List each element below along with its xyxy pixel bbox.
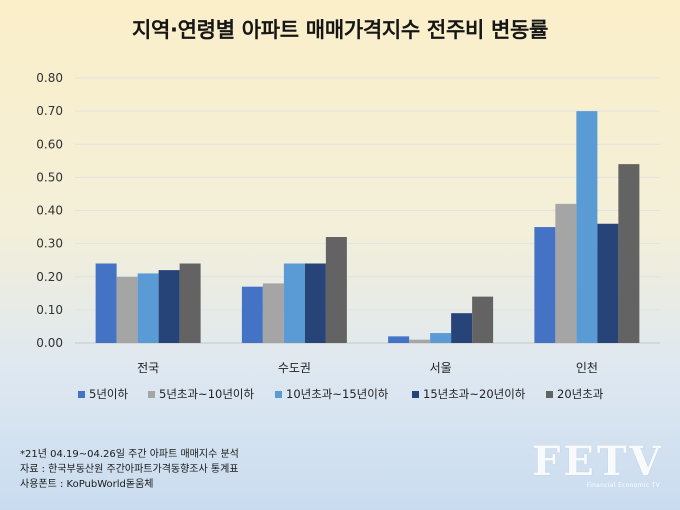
x-category-label: 서울 xyxy=(430,361,452,375)
bar xyxy=(618,164,640,343)
legend-label: 5년초과~10년이하 xyxy=(159,387,254,401)
y-tick-label: 0.70 xyxy=(36,104,63,118)
legend-label: 20년초과 xyxy=(557,387,604,401)
chart-title: 지역·연령별 아파트 매매가격지수 전주비 변동률 xyxy=(131,18,549,42)
legend-swatch xyxy=(546,391,553,398)
logo-wordmark: FETV xyxy=(532,438,664,485)
bar xyxy=(95,263,117,343)
footer-note-period: *21년 04.19~04.26일 주간 아파트 매매지수 분석 xyxy=(20,449,239,460)
legend-swatch xyxy=(275,391,282,398)
y-tick-label: 0.60 xyxy=(36,137,63,151)
bar xyxy=(137,273,159,343)
bar xyxy=(597,223,619,343)
y-tick-label: 0.10 xyxy=(36,303,63,317)
legend-swatch xyxy=(148,391,155,398)
footer-notes: *21년 04.19~04.26일 주간 아파트 매매지수 분석 자료 : 한국… xyxy=(20,447,239,492)
bar xyxy=(158,270,180,343)
bar xyxy=(409,339,431,343)
x-category-label: 수도권 xyxy=(278,361,311,375)
bar xyxy=(472,296,494,343)
legend-label: 5년이하 xyxy=(89,387,128,401)
y-tick-label: 0.50 xyxy=(36,170,63,184)
legend-swatch xyxy=(412,391,419,398)
y-tick-label: 0.20 xyxy=(36,270,63,284)
bar xyxy=(430,333,452,343)
footer-note-font: 사용폰트 : KoPubWorld돋움체 xyxy=(20,479,154,490)
bar xyxy=(451,313,473,343)
bar xyxy=(179,263,201,343)
y-tick-label: 0.40 xyxy=(36,204,63,218)
y-tick-label: 0.30 xyxy=(36,237,63,251)
bar xyxy=(534,227,556,343)
bar xyxy=(388,336,410,343)
bar xyxy=(304,263,326,343)
logo-tagline: Financial Economic TV xyxy=(586,482,660,489)
bar xyxy=(241,286,263,343)
fetv-logo: FETV Financial Economic TV xyxy=(532,437,664,491)
bar xyxy=(116,276,138,343)
bar xyxy=(325,237,347,343)
y-tick-label: 0.80 xyxy=(36,71,63,85)
bar xyxy=(555,203,577,343)
legend-label: 10년초과~15년이하 xyxy=(286,387,389,401)
footer-note-source: 자료 : 한국부동산원 주간아파트가격동향조사 통계표 xyxy=(20,464,239,475)
legend-swatch xyxy=(78,391,85,398)
x-category-label: 전국 xyxy=(137,361,159,375)
x-category-label: 인천 xyxy=(576,360,598,375)
y-tick-label: 0.00 xyxy=(36,336,63,350)
legend-label: 15년초과~20년이하 xyxy=(423,387,526,401)
bar xyxy=(262,283,284,343)
bar xyxy=(283,263,305,343)
bar xyxy=(576,111,598,343)
